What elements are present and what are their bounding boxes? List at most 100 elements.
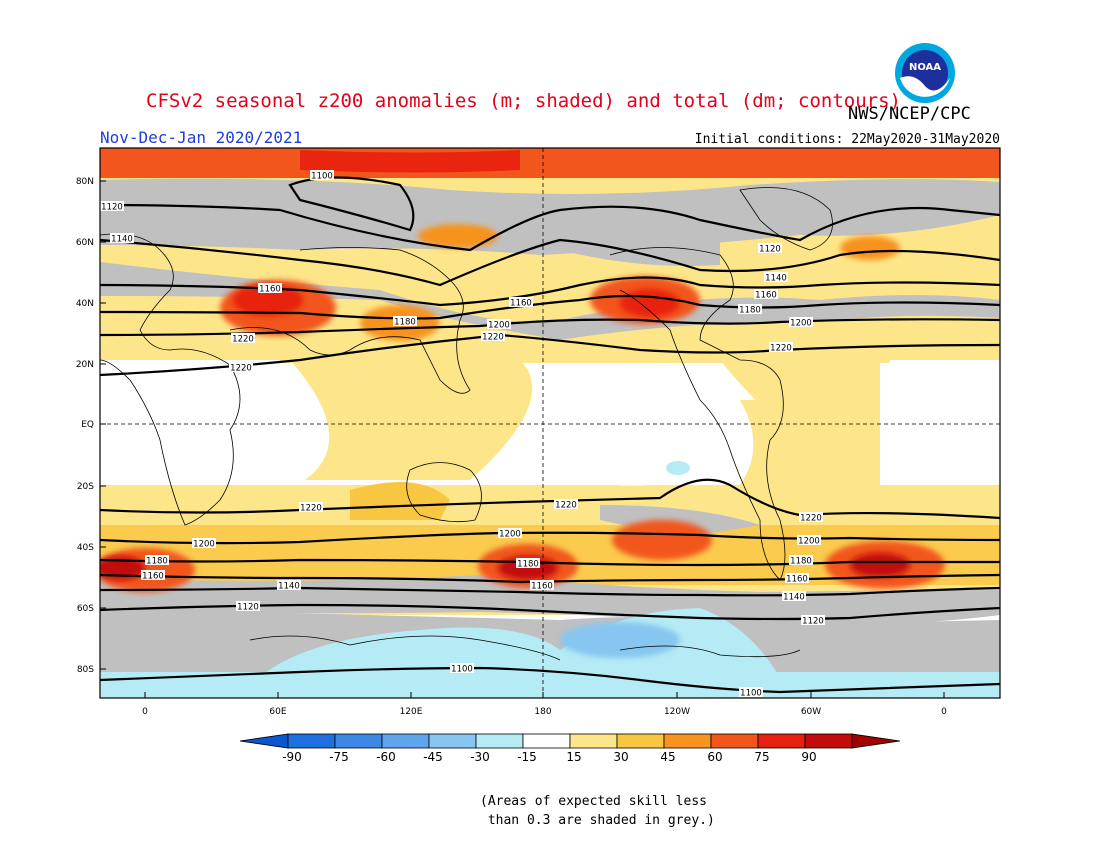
colorbar-swatch xyxy=(522,733,571,749)
colorbar-label: 90 xyxy=(801,750,816,764)
svg-text:1200: 1200 xyxy=(499,530,521,540)
contour-label-1200: 1200 xyxy=(789,317,813,329)
lon-label: 60E xyxy=(269,707,286,717)
lon-label: 180 xyxy=(534,707,551,717)
coastlines xyxy=(100,187,833,661)
contour-1160-south xyxy=(100,573,1000,584)
contour-label-1180: 1180 xyxy=(393,316,417,328)
svg-text:1200: 1200 xyxy=(193,540,215,550)
noaa-logo: NOAA xyxy=(895,43,955,103)
contour-1160-north xyxy=(100,276,1000,307)
svg-text:1140: 1140 xyxy=(765,274,787,284)
initial-conditions: Initial conditions: 22May2020-31May2020 xyxy=(694,132,1000,147)
svg-text:1160: 1160 xyxy=(142,572,164,582)
contour-label-1180: 1180 xyxy=(516,558,540,570)
lat-label: EQ xyxy=(81,420,94,430)
colorbar-swatch xyxy=(710,733,759,749)
colorbar-label: -60 xyxy=(376,750,396,764)
colorbar-swatch xyxy=(757,733,806,749)
svg-text:1220: 1220 xyxy=(300,504,322,514)
colorbar-label: -15 xyxy=(517,750,537,764)
svg-text:1140: 1140 xyxy=(783,593,805,603)
contour-label-1120: 1120 xyxy=(236,601,260,613)
contour-1120-south xyxy=(100,603,1000,621)
contour-label-1220: 1220 xyxy=(229,362,253,374)
svg-text:1120: 1120 xyxy=(759,245,781,255)
svg-text:1220: 1220 xyxy=(230,364,252,374)
svg-text:1220: 1220 xyxy=(770,344,792,354)
contour-label-1220: 1220 xyxy=(799,512,823,524)
colorbar-swatch xyxy=(287,733,336,749)
contour-label-1180: 1180 xyxy=(145,555,169,567)
contour-label-1120: 1120 xyxy=(100,201,124,213)
svg-text:1200: 1200 xyxy=(798,537,820,547)
contour-1140-north xyxy=(100,238,1000,287)
map-frame xyxy=(99,147,1001,699)
contour-label-1200: 1200 xyxy=(498,528,522,540)
svg-text:1200: 1200 xyxy=(488,321,510,331)
contour-label-1180: 1180 xyxy=(789,555,813,567)
colorbar-swatch xyxy=(334,733,383,749)
contour-label-1120: 1120 xyxy=(801,615,825,627)
lon-label: 60W xyxy=(801,707,821,717)
contour-1180-north xyxy=(100,294,1000,320)
svg-text:1160: 1160 xyxy=(510,299,532,309)
lat-label: 80N xyxy=(76,177,94,187)
contour-label-1120: 1120 xyxy=(758,243,782,255)
skill-note: (Areas of expected skill less than 0.3 a… xyxy=(480,794,715,828)
svg-text:1220: 1220 xyxy=(800,514,822,524)
svg-text:1160: 1160 xyxy=(786,575,808,585)
colorbar-swatch xyxy=(663,733,712,749)
lat-label: 20S xyxy=(77,482,94,492)
svg-text:1120: 1120 xyxy=(237,603,259,613)
lat-label: 40N xyxy=(76,299,94,309)
svg-text:1200: 1200 xyxy=(790,319,812,329)
contour-1220-north xyxy=(100,333,1000,377)
contour-label-1140: 1140 xyxy=(277,580,301,592)
svg-text:1100: 1100 xyxy=(451,665,473,675)
colorbar-label: 60 xyxy=(707,750,722,764)
colorbar-label: -45 xyxy=(423,750,443,764)
contour-1100-south xyxy=(100,666,1000,694)
svg-text:1180: 1180 xyxy=(394,318,416,328)
lat-label: 80S xyxy=(77,665,94,675)
lat-label: 60N xyxy=(76,238,94,248)
agency-label: NWS/NCEP/CPC xyxy=(848,104,971,124)
contour-label-1180: 1180 xyxy=(738,304,762,316)
contour-label-1220: 1220 xyxy=(231,333,255,345)
svg-text:1180: 1180 xyxy=(790,557,812,567)
svg-text:1100: 1100 xyxy=(311,172,333,182)
svg-text:1220: 1220 xyxy=(232,335,254,345)
contour-1200-north xyxy=(100,318,1000,337)
contour-label-1140: 1140 xyxy=(110,233,134,245)
colorbar-label: -30 xyxy=(470,750,490,764)
colorbar-label: -75 xyxy=(329,750,349,764)
colorbar-label: 15 xyxy=(566,750,581,764)
contour-label-1100: 1100 xyxy=(450,663,474,675)
lon-label: 120E xyxy=(400,707,423,717)
contour-label-1220: 1220 xyxy=(299,502,323,514)
contour-label-1160: 1160 xyxy=(141,570,165,582)
lon-label: 0 xyxy=(941,707,947,717)
contour-label-1140: 1140 xyxy=(764,272,788,284)
svg-text:1120: 1120 xyxy=(101,203,123,213)
contour-label-1160: 1160 xyxy=(509,297,533,309)
contour-1140-south xyxy=(100,586,1000,597)
colorbar-swatch xyxy=(616,733,665,749)
contour-label-1160: 1160 xyxy=(754,289,778,301)
svg-text:1160: 1160 xyxy=(259,285,281,295)
colorbar-label: -90 xyxy=(282,750,302,764)
contour-1120-north xyxy=(100,203,1000,252)
noaa-logo-text: NOAA xyxy=(909,62,941,73)
colorbar-label: 75 xyxy=(754,750,769,764)
contour-label-1200: 1200 xyxy=(487,319,511,331)
chart-title: CFSv2 seasonal z200 anomalies (m; shaded… xyxy=(146,90,901,112)
svg-text:1140: 1140 xyxy=(278,582,300,592)
latitude-axis: 80N 60N 40N 20N EQ 20S 40S 60S 80S xyxy=(76,177,106,675)
svg-text:1140: 1140 xyxy=(111,235,133,245)
contour-label-1220: 1220 xyxy=(769,342,793,354)
colorbar-swatch xyxy=(804,733,853,749)
contour-label-1200: 1200 xyxy=(192,538,216,550)
svg-text:1220: 1220 xyxy=(482,333,504,343)
svg-text:1180: 1180 xyxy=(739,306,761,316)
